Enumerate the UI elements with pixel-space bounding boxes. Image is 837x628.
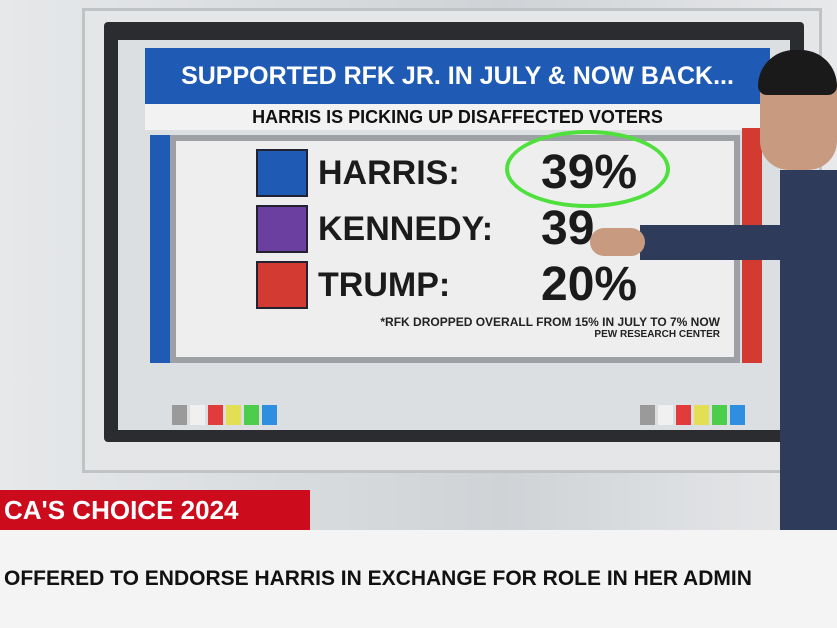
- graphic-subtitle: HARRIS IS PICKING UP DISAFFECTED VOTERS: [145, 104, 770, 130]
- color-chip[interactable]: [262, 405, 277, 425]
- color-chip[interactable]: [244, 405, 259, 425]
- candidate-name: KENNEDY:: [318, 210, 494, 248]
- graphic-title: SUPPORTED RFK JR. IN JULY & NOW BACK...: [145, 48, 770, 104]
- headline-text: OFFERED TO ENDORSE HARRIS IN EXCHANGE FO…: [4, 567, 752, 590]
- color-chip[interactable]: [712, 405, 727, 425]
- presenter: [590, 50, 837, 530]
- green-annotation-circle: [505, 130, 670, 208]
- candidate-row-kennedy: KENNEDY: 39: [256, 203, 594, 255]
- color-chip[interactable]: [694, 405, 709, 425]
- headline-bar: OFFERED TO ENDORSE HARRIS IN EXCHANGE FO…: [0, 530, 837, 628]
- candidate-percent: 39: [541, 202, 595, 255]
- color-chip[interactable]: [226, 405, 241, 425]
- presenter-hair: [758, 50, 837, 95]
- presenter-arm: [640, 225, 790, 260]
- color-chip[interactable]: [208, 405, 223, 425]
- candidate-photo: [256, 205, 308, 253]
- candidate-percent: 20%: [541, 258, 638, 311]
- source-text: PEW RESEARCH CENTER: [594, 329, 720, 340]
- candidate-photo: [256, 261, 308, 309]
- candidate-photo: [256, 149, 308, 197]
- presenter-hand: [590, 228, 645, 256]
- footnote: *RFK DROPPED OVERALL FROM 15% IN JULY TO…: [380, 315, 720, 341]
- lower-third-label: CA'S CHOICE 2024: [0, 490, 310, 530]
- color-chip[interactable]: [676, 405, 691, 425]
- candidate-name: TRUMP:: [318, 266, 451, 304]
- color-palette-left[interactable]: [172, 405, 277, 425]
- footnote-text: *RFK DROPPED OVERALL FROM 15% IN JULY TO…: [380, 315, 720, 329]
- color-palette-right[interactable]: [640, 405, 745, 425]
- color-chip[interactable]: [172, 405, 187, 425]
- presenter-suit: [780, 170, 837, 530]
- color-chip[interactable]: [640, 405, 655, 425]
- color-chip[interactable]: [658, 405, 673, 425]
- candidate-name: HARRIS:: [318, 154, 460, 192]
- candidate-row-trump: TRUMP: 20%: [256, 259, 637, 311]
- color-chip[interactable]: [730, 405, 745, 425]
- color-chip[interactable]: [190, 405, 205, 425]
- left-stripe: [150, 135, 170, 363]
